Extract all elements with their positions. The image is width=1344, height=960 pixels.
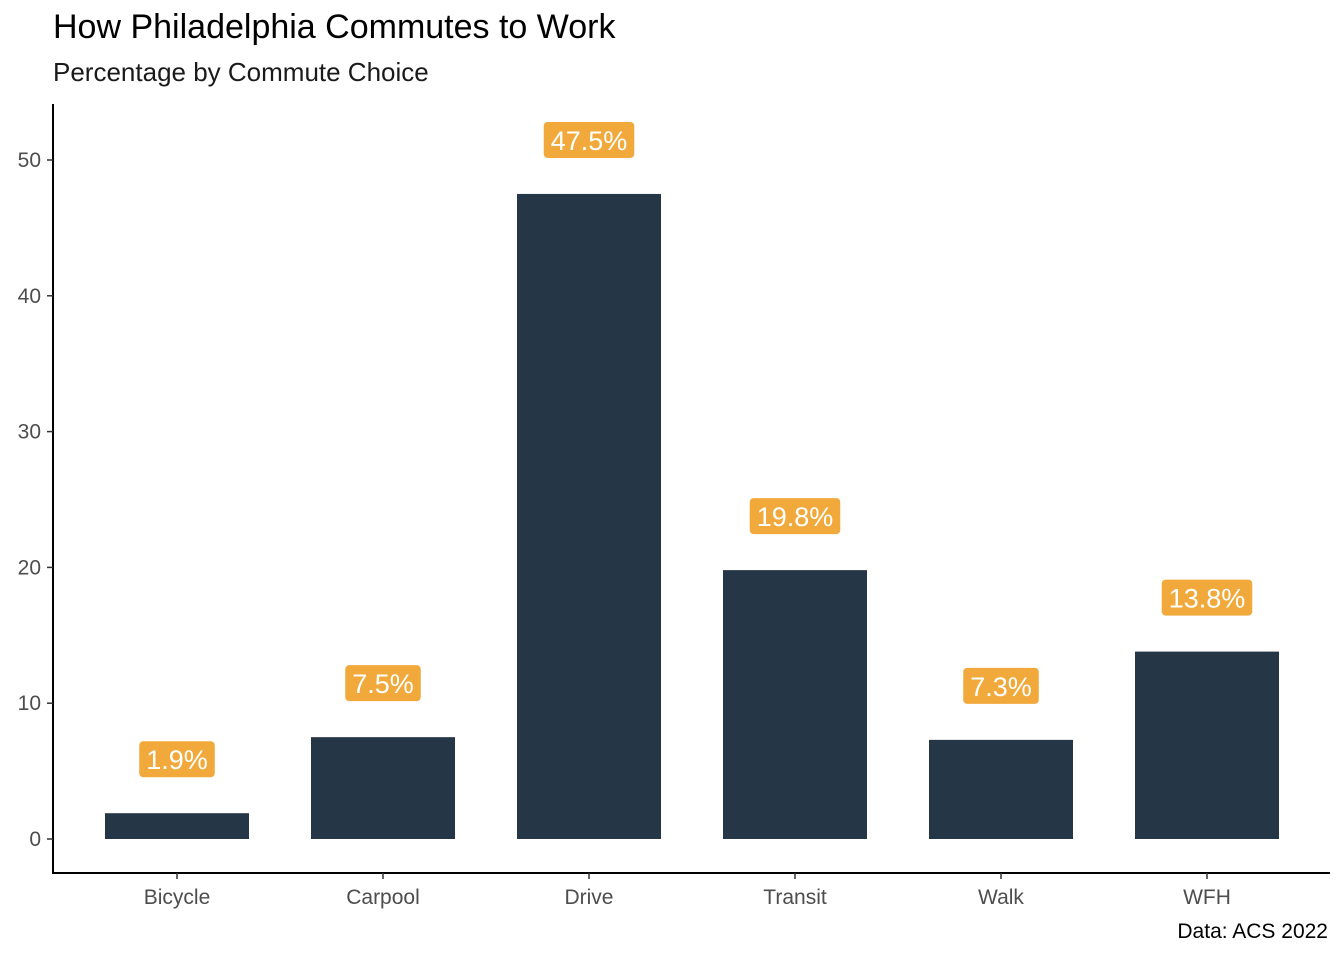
data-label-text: 13.8% (1169, 584, 1246, 614)
data-labels-layer: 1.9% 7.5% 47.5% 19.8% 7.3% 13.8% (139, 121, 1253, 778)
bar-walk (929, 739, 1073, 839)
bar-carpool (311, 737, 455, 839)
data-label-carpool: 7.5% (345, 665, 421, 702)
y-tick-label: 10 (18, 692, 41, 715)
data-label-box (345, 665, 421, 702)
data-label-box (749, 498, 841, 535)
y-tick-label: 30 (18, 421, 41, 444)
x-tick-label-transit: Transit (763, 886, 827, 909)
data-label-box (139, 741, 215, 778)
axes-layer: 0 10 20 30 40 50 Bicycle Carpool Drive Transit Wal… (18, 104, 1330, 909)
x-tick-label-wfh: WFH (1183, 886, 1231, 909)
x-tick-label-carpool: Carpool (346, 886, 420, 909)
y-tick-label: 0 (29, 828, 41, 851)
chart-caption: Data: ACS 2022 (1177, 920, 1328, 943)
bars-layer (105, 193, 1279, 839)
data-label-wfh: 13.8% (1161, 579, 1253, 616)
data-label-walk: 7.3% (963, 667, 1039, 704)
y-tick-label: 40 (18, 285, 41, 308)
data-label-text: 1.9% (146, 745, 208, 775)
bar-drive (517, 193, 661, 839)
x-tick-label-bicycle: Bicycle (144, 886, 211, 909)
data-label-text: 7.5% (352, 669, 414, 699)
bar-bicycle (105, 813, 249, 839)
x-tick-label-walk: Walk (978, 886, 1024, 909)
chart-subtitle: Percentage by Commute Choice (53, 57, 429, 87)
data-label-text: 47.5% (551, 126, 628, 156)
bar-transit (723, 570, 867, 839)
data-label-box (963, 667, 1039, 704)
data-label-text: 19.8% (757, 502, 834, 532)
data-label-text: 7.3% (970, 672, 1032, 702)
bar-wfh (1135, 651, 1279, 839)
data-label-box (1161, 579, 1253, 616)
y-tick-label: 50 (18, 149, 41, 172)
data-label-box (543, 121, 635, 158)
data-label-transit: 19.8% (749, 498, 841, 535)
y-tick-label: 20 (18, 556, 41, 579)
x-tick-label-drive: Drive (564, 886, 613, 909)
data-label-drive: 47.5% (543, 121, 635, 158)
data-label-bicycle: 1.9% (139, 741, 215, 778)
chart-title: How Philadelphia Commutes to Work (53, 8, 616, 46)
